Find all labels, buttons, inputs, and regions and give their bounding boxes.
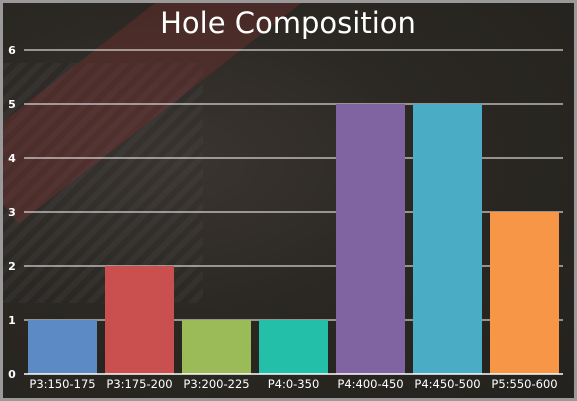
gridlines	[24, 49, 563, 321]
background-photo-crowd	[3, 63, 203, 303]
y-tick-label: 2	[8, 260, 16, 273]
bar-p5-550-600[interactable]	[490, 212, 559, 374]
bar-p4-400-450[interactable]	[336, 104, 405, 374]
bar-p4-0-350[interactable]	[259, 320, 328, 374]
x-tick-label: P3:150-175	[29, 377, 95, 391]
y-axis: 0 1 2 3 4 5 6	[8, 44, 16, 381]
bars	[28, 104, 559, 374]
chart-title: Hole Composition	[160, 6, 416, 40]
y-tick-label: 0	[8, 368, 16, 381]
y-tick-label: 4	[8, 152, 16, 165]
y-tick-label: 6	[8, 44, 16, 57]
bar-p3-200-225[interactable]	[182, 320, 251, 374]
y-tick-label: 5	[8, 98, 16, 111]
bar-p3-150-175[interactable]	[28, 320, 97, 374]
y-tick-label: 1	[8, 314, 16, 327]
x-tick-label: P4:0-350	[268, 377, 320, 391]
x-tick-label: P3:200-225	[183, 377, 249, 391]
x-tick-label: P4:450-500	[414, 377, 480, 391]
bar-p3-175-200[interactable]	[105, 266, 174, 374]
bar-p4-450-500[interactable]	[413, 104, 482, 374]
x-axis: P3:150-175 P3:175-200 P3:200-225 P4:0-350 P4…	[24, 373, 563, 391]
x-tick-label: P3:175-200	[106, 377, 172, 391]
x-tick-label: P4:400-450	[337, 377, 403, 391]
y-tick-label: 3	[8, 206, 16, 219]
x-tick-label: P5:550-600	[491, 377, 557, 391]
